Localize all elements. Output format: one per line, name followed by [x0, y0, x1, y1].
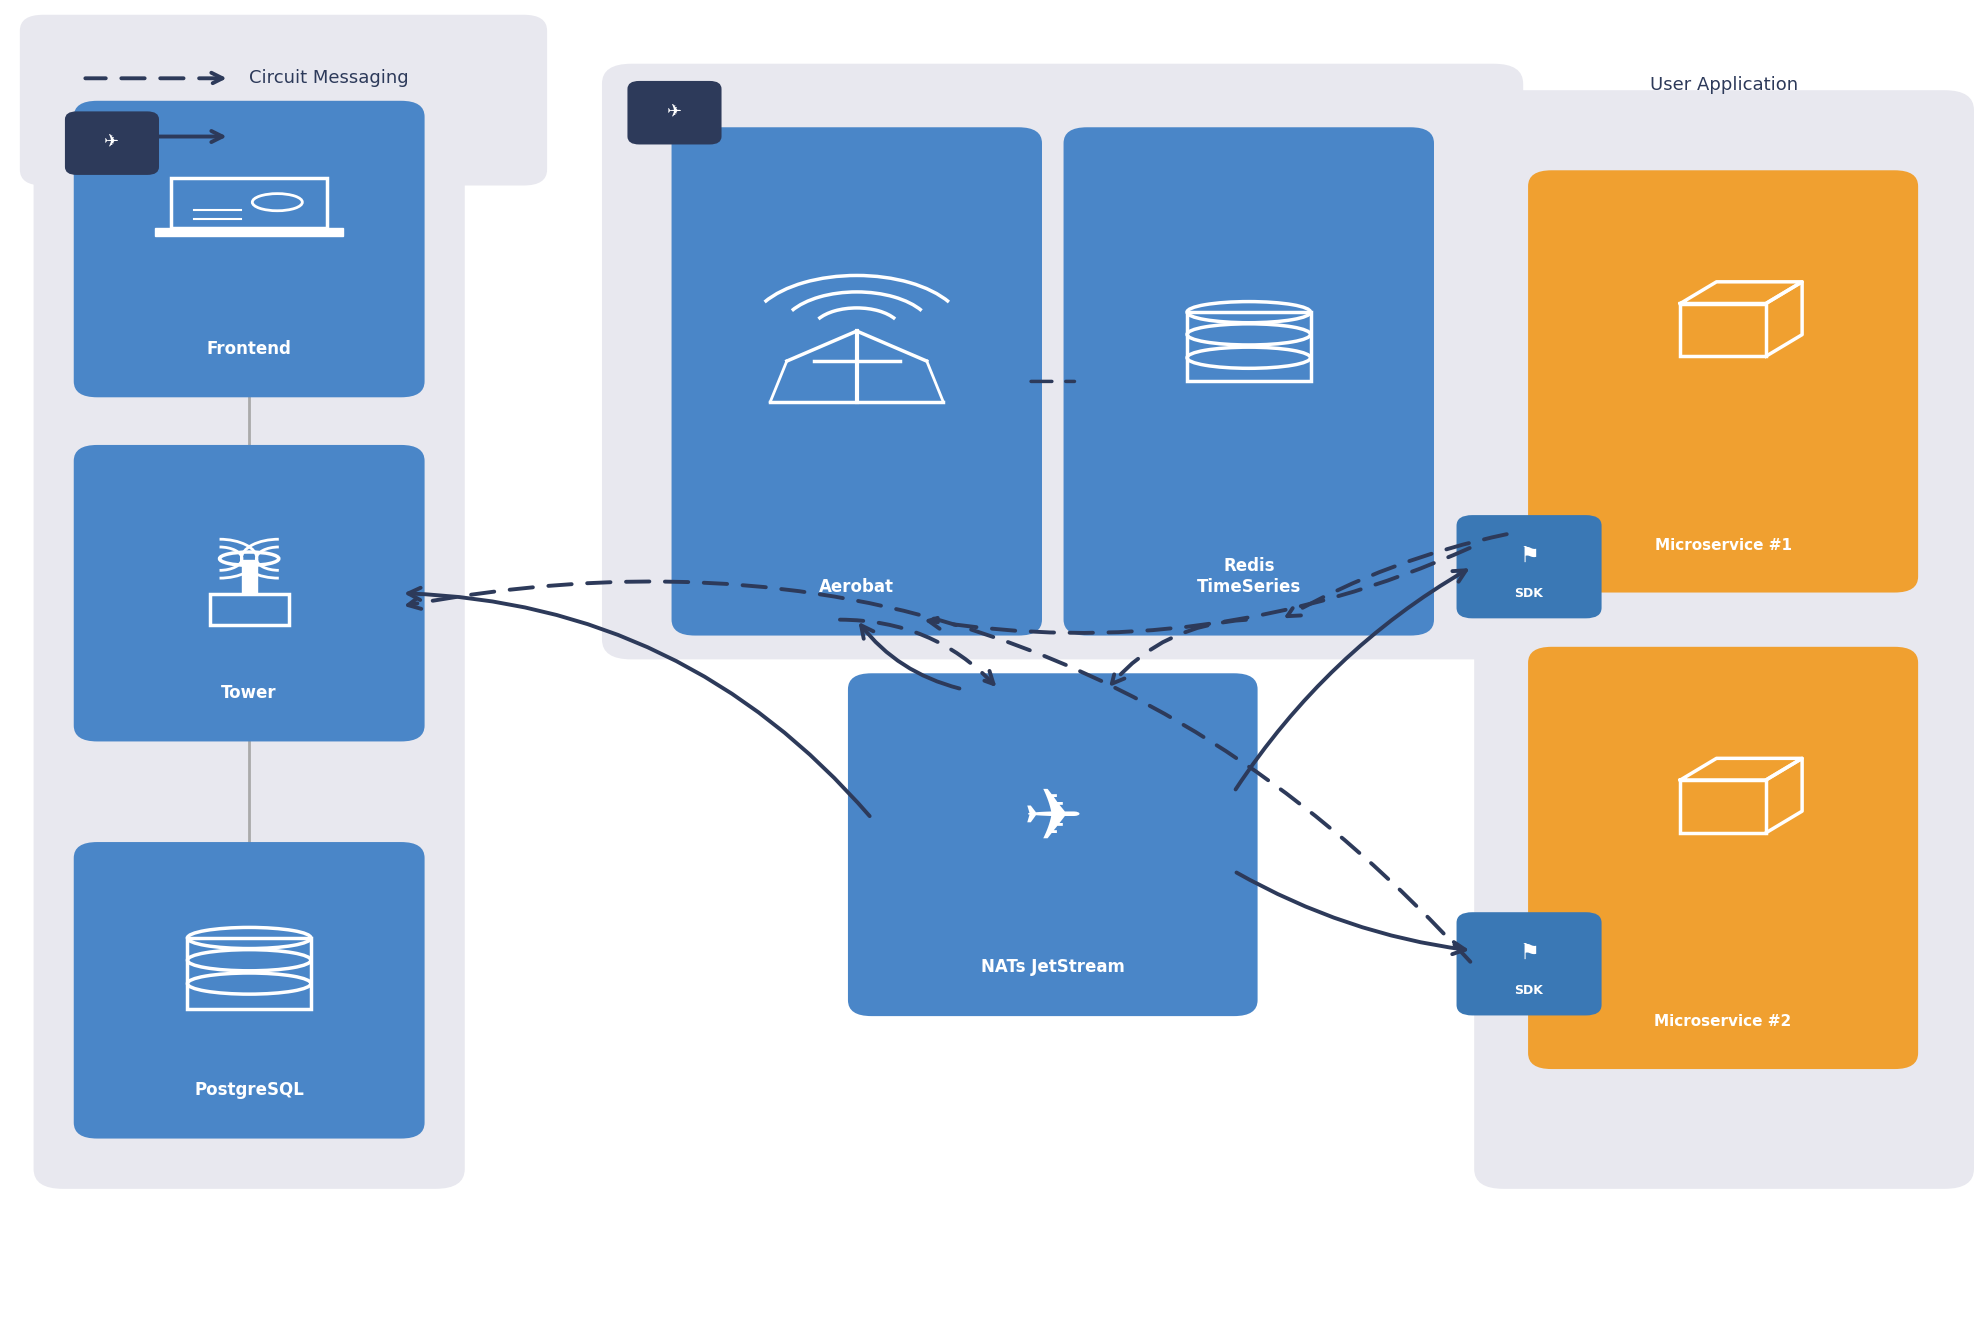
Bar — [188, 938, 310, 1010]
FancyBboxPatch shape — [73, 445, 425, 742]
Text: ✈: ✈ — [668, 104, 682, 121]
FancyArrowPatch shape — [409, 587, 869, 817]
FancyBboxPatch shape — [73, 842, 425, 1139]
FancyArrowPatch shape — [409, 582, 1470, 962]
FancyBboxPatch shape — [603, 64, 1523, 659]
FancyBboxPatch shape — [628, 81, 721, 144]
FancyArrowPatch shape — [1237, 872, 1464, 954]
Bar — [1188, 312, 1310, 381]
Text: ⚑: ⚑ — [1520, 943, 1539, 963]
FancyBboxPatch shape — [1474, 91, 1974, 1189]
FancyArrowPatch shape — [1235, 570, 1466, 790]
Bar — [1680, 304, 1767, 357]
FancyBboxPatch shape — [672, 128, 1041, 635]
Bar — [209, 594, 288, 625]
Text: Tower: Tower — [221, 683, 277, 702]
Text: NATs JetStream: NATs JetStream — [980, 959, 1124, 976]
Text: ✈: ✈ — [1022, 786, 1083, 854]
FancyBboxPatch shape — [20, 15, 547, 185]
Text: User Application: User Application — [1650, 76, 1798, 95]
FancyArrowPatch shape — [1112, 619, 1247, 683]
Text: Microservice #1: Microservice #1 — [1654, 538, 1792, 553]
FancyBboxPatch shape — [1527, 170, 1919, 593]
FancyBboxPatch shape — [848, 673, 1257, 1016]
FancyBboxPatch shape — [1456, 912, 1603, 1015]
Text: Aerobat: Aerobat — [820, 578, 895, 595]
FancyBboxPatch shape — [34, 91, 464, 1189]
Text: PostgreSQL: PostgreSQL — [194, 1080, 304, 1099]
FancyArrowPatch shape — [862, 625, 960, 689]
Text: ✈: ✈ — [105, 135, 119, 152]
FancyBboxPatch shape — [73, 101, 425, 397]
FancyArrowPatch shape — [929, 547, 1470, 633]
Text: Microservice #2: Microservice #2 — [1654, 1015, 1792, 1030]
Bar — [1680, 781, 1767, 832]
Text: SDK: SDK — [1516, 984, 1543, 996]
Text: Redis
TimeSeries: Redis TimeSeries — [1197, 557, 1300, 595]
Text: Frontend: Frontend — [207, 340, 292, 357]
Text: ⚑: ⚑ — [1520, 546, 1539, 566]
Bar — [172, 177, 328, 228]
Text: SDK: SDK — [1516, 587, 1543, 599]
FancyBboxPatch shape — [1456, 515, 1603, 618]
Text: Circuit Messaging: Circuit Messaging — [249, 69, 409, 88]
Text: Flag Ruleset: Flag Ruleset — [249, 128, 360, 145]
FancyArrowPatch shape — [1286, 534, 1508, 617]
FancyArrowPatch shape — [840, 619, 994, 685]
FancyBboxPatch shape — [65, 112, 158, 174]
FancyBboxPatch shape — [1063, 128, 1435, 635]
Bar — [241, 559, 257, 594]
FancyBboxPatch shape — [1527, 647, 1919, 1070]
Bar — [156, 228, 344, 236]
